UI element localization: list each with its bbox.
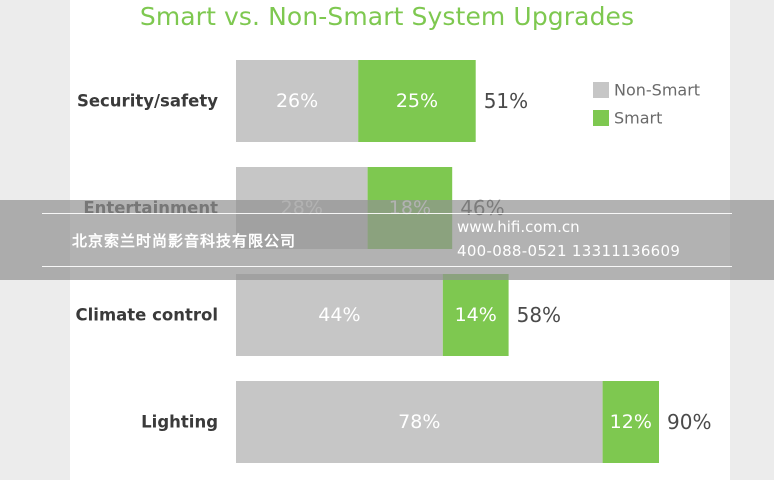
watermark-phone: 400-088-0521 13311136609 bbox=[457, 242, 681, 260]
category-label: Security/safety bbox=[77, 92, 218, 111]
legend-label-smart: Smart bbox=[614, 109, 662, 128]
bar-non-smart bbox=[236, 274, 443, 356]
watermark-band: 北京索兰时尚影音科技有限公司 www.hifi.com.cn 400-088-0… bbox=[0, 200, 774, 280]
watermark-bottom-rule bbox=[42, 266, 732, 267]
data-label-non-smart: 26% bbox=[276, 90, 318, 112]
legend-swatch-non-smart bbox=[593, 82, 609, 98]
data-label-non-smart: 44% bbox=[318, 304, 360, 326]
category-label: Climate control bbox=[76, 306, 218, 325]
watermark-company: 北京索兰时尚影音科技有限公司 bbox=[72, 232, 297, 250]
legend-label-non-smart: Non-Smart bbox=[614, 81, 700, 100]
bar-smart bbox=[602, 381, 659, 463]
data-label-smart: 25% bbox=[396, 90, 438, 112]
category-label: Lighting bbox=[141, 413, 218, 432]
data-label-smart: 14% bbox=[455, 304, 497, 326]
bar-smart bbox=[442, 274, 509, 356]
watermark-website: www.hifi.com.cn bbox=[457, 218, 580, 236]
watermark-top-rule bbox=[42, 213, 732, 214]
total-label: 58% bbox=[517, 303, 561, 327]
chart-title: Smart vs. Non-Smart System Upgrades bbox=[139, 2, 635, 31]
bar-non-smart bbox=[236, 60, 359, 142]
bar-smart bbox=[358, 60, 476, 142]
legend-swatch-smart bbox=[593, 110, 609, 126]
data-label-non-smart: 78% bbox=[398, 411, 440, 433]
data-label-smart: 12% bbox=[610, 411, 652, 433]
bar-non-smart bbox=[236, 381, 603, 463]
total-label: 90% bbox=[667, 410, 711, 434]
total-label: 51% bbox=[484, 89, 528, 113]
